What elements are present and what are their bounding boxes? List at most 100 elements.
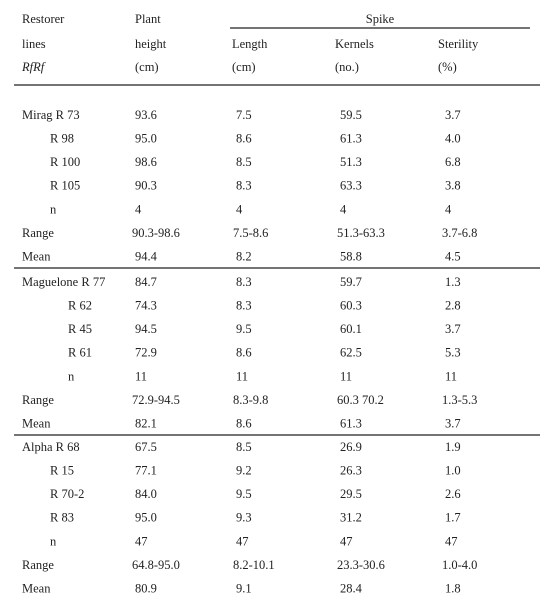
header-cell: lines	[22, 37, 46, 51]
cell: 1.0-4.0	[442, 558, 477, 572]
cell: 8.2	[236, 249, 252, 263]
cell: 60.3	[340, 298, 362, 312]
row-label: n	[50, 202, 57, 216]
cell: 29.5	[340, 487, 362, 501]
header-cell: Length	[232, 37, 268, 51]
header-cell: (cm)	[232, 60, 256, 74]
cell: 8.6	[236, 346, 252, 360]
row-label: Range	[22, 558, 54, 572]
cell: 60.1	[340, 322, 362, 336]
cell: 8.6	[236, 416, 252, 430]
cell: 59.5	[340, 108, 362, 122]
row-label: R 100	[50, 155, 80, 169]
cell: 90.3	[135, 179, 157, 193]
cell: 84.0	[135, 487, 157, 501]
cell: 62.5	[340, 346, 362, 360]
cell: 4	[236, 202, 243, 216]
header-cell: RfRf	[21, 60, 46, 74]
row-label: n	[68, 369, 75, 383]
row-label: Range	[22, 226, 54, 240]
cell: 4	[135, 202, 142, 216]
cell: 93.6	[135, 108, 157, 122]
cell: 9.5	[236, 322, 252, 336]
cell: 67.5	[135, 440, 157, 454]
cell: 80.9	[135, 581, 157, 595]
cell: 3.7-6.8	[442, 226, 477, 240]
cell: 59.7	[340, 275, 362, 289]
row-label: Alpha R 68	[22, 440, 80, 454]
cell: 3.7	[445, 108, 461, 122]
cell: 1.0	[445, 463, 461, 477]
row-label: n	[50, 534, 57, 548]
cell: 28.4	[340, 581, 363, 595]
cell: 3.7	[445, 322, 461, 336]
row-label: Mean	[22, 416, 51, 430]
cell: 2.6	[445, 487, 461, 501]
cell: 58.8	[340, 249, 362, 263]
cell: 11	[135, 369, 147, 383]
cell: 74.3	[135, 298, 157, 312]
cell: 64.8-95.0	[132, 558, 180, 572]
header-cell: height	[135, 37, 167, 51]
cell: 98.6	[135, 155, 157, 169]
cell: 60.3 70.2	[337, 393, 384, 407]
cell: 51.3	[340, 155, 362, 169]
cell: 9.2	[236, 463, 252, 477]
cell: 26.3	[340, 463, 362, 477]
cell: 31.2	[340, 511, 362, 525]
cell: 6.8	[445, 155, 461, 169]
cell: 82.1	[135, 416, 157, 430]
cell: 94.4	[135, 249, 158, 263]
cell: 8.3	[236, 179, 252, 193]
cell: 11	[445, 369, 457, 383]
row-label: R 98	[50, 131, 74, 145]
cell: 5.3	[445, 346, 461, 360]
row-label: R 83	[50, 511, 74, 525]
header-cell: (cm)	[135, 60, 159, 74]
cell: 47	[135, 534, 148, 548]
cell: 72.9-94.5	[132, 393, 180, 407]
cell: 4	[340, 202, 347, 216]
cell: 4.5	[445, 249, 461, 263]
row-label: R 45	[68, 322, 92, 336]
row-label: R 15	[50, 463, 74, 477]
cell: 8.3	[236, 275, 252, 289]
cell: 8.6	[236, 131, 252, 145]
header-cell: Restorer	[22, 12, 65, 26]
cell: 11	[340, 369, 352, 383]
cell: 1.3	[445, 275, 461, 289]
cell: 47	[236, 534, 249, 548]
row-label: Maguelone R 77	[22, 275, 105, 289]
cell: 26.9	[340, 440, 362, 454]
cell: 51.3-63.3	[337, 226, 385, 240]
cell: 95.0	[135, 511, 157, 525]
cell: 8.5	[236, 440, 252, 454]
cell: 4	[445, 202, 452, 216]
row-label: R 70-2	[50, 487, 84, 501]
row-label: Mirag R 73	[22, 108, 80, 122]
cell: 7.5	[236, 108, 252, 122]
cell: 8.3	[236, 298, 252, 312]
cell: 1.8	[445, 581, 461, 595]
cell: 3.8	[445, 179, 461, 193]
cell: 11	[236, 369, 248, 383]
cell: 61.3	[340, 416, 362, 430]
cell: 61.3	[340, 131, 362, 145]
row-label: Mean	[22, 249, 51, 263]
row-label: Range	[22, 393, 54, 407]
cell: 1.9	[445, 440, 461, 454]
cell: 4.0	[445, 131, 461, 145]
header-cell: Plant	[135, 12, 161, 26]
row-label: R 61	[68, 346, 92, 360]
cell: 8.3-9.8	[233, 393, 268, 407]
cell: 84.7	[135, 275, 157, 289]
cell: 9.3	[236, 511, 252, 525]
cell: 72.9	[135, 346, 157, 360]
cell: 47	[340, 534, 353, 548]
row-label: R 62	[68, 298, 92, 312]
header-cell: (%)	[438, 60, 457, 74]
cell: 3.7	[445, 416, 461, 430]
cell: 7.5-8.6	[233, 226, 268, 240]
